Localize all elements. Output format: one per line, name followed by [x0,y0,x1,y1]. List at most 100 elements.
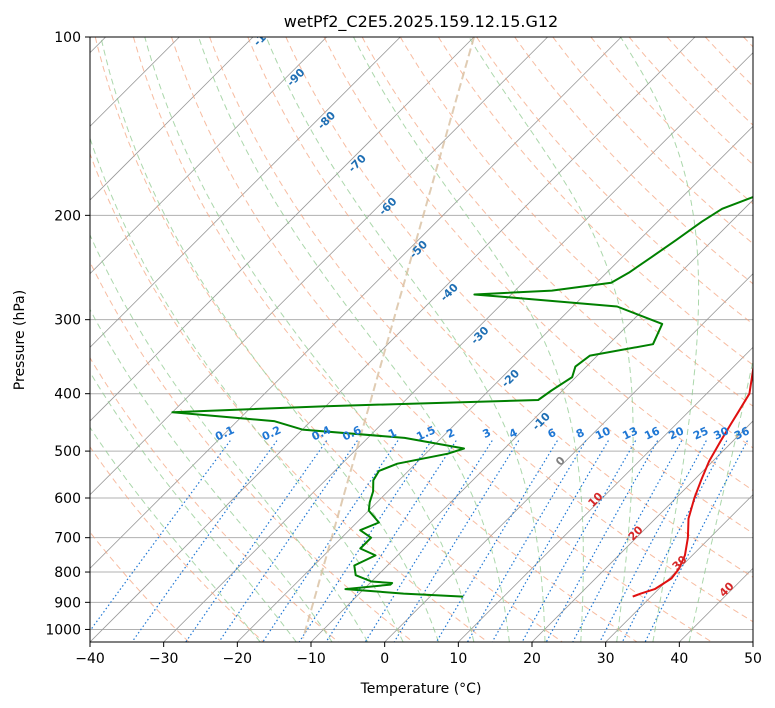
mixing-ratio-line [185,440,328,642]
isopleth-labels: 0.1 0.2 0.4 0.6 1 1.5 2 3 4 6 8 10 13 16 20 25 30 36-100-… [213,20,752,600]
isotherm-line [90,37,254,201]
isotherm-line [679,567,753,642]
moist-adiabat-line [688,358,753,642]
y-tick-label: 100 [54,30,81,46]
isotherm-line [531,420,753,642]
mixing-ratio-label: 2 [444,426,456,441]
dry-adiabat-line [90,531,190,642]
dry-adiabat-line [666,37,753,126]
mixing-ratio-line [572,440,683,642]
moist-adiabat-line [90,308,333,642]
sounding-profiles [171,196,753,598]
dry-adiabat-line [209,37,753,623]
y-tick-label: 300 [54,313,81,329]
moist-adiabat-line [198,37,510,642]
x-tick-label: 50 [744,651,762,667]
mixing-ratio-label: 4 [507,426,520,441]
y-axis-ticks: 100 200 300 400 500 600 700 800 900 1000 [45,30,90,638]
isotherm-line [90,37,401,348]
mixing-ratio-label: 3 [481,426,493,441]
dewpoint-profile [171,196,753,598]
mixing-ratio-line [621,440,728,642]
dry-adiabat-label: 40 [717,579,737,599]
moist-adiabat-line [90,371,297,642]
dry-adiabat-label: -70 [346,152,369,175]
dry-adiabat-line [247,37,753,578]
mixing-ratio-label: 0.6 [340,423,363,443]
moist-adiabat-line [90,136,404,642]
isotherm-line [90,37,327,275]
mixing-ratio-label: 1.5 [414,423,437,443]
dry-adiabat-line [552,37,753,245]
isotherm-line [90,37,622,569]
dry-adiabat-line [285,37,753,534]
dry-adiabat-label: -30 [468,324,491,347]
y-tick-label: 500 [54,444,81,460]
mixing-ratio-line [599,440,707,642]
mixing-ratio-line [90,440,231,632]
mixing-ratio-label: 10 [593,424,613,442]
dry-adiabat-line [90,446,264,642]
moist-adiabat-line [620,37,700,642]
mixing-ratio-label: 36 [732,424,752,442]
temperature-profile [632,363,753,598]
x-tick-label: 30 [597,651,615,667]
x-tick-label: 0 [380,651,389,667]
moist-adiabat-line [353,37,584,642]
dry-adiabat-line [590,37,753,205]
mixing-ratio-line [262,440,399,642]
chart-title: wetPf2_C2E5.2025.159.12.15.G12 [284,12,558,32]
isotherm-line [752,641,753,642]
isotherm-line [163,52,753,642]
isotherm-line [458,346,753,642]
mixing-ratio-label: 6 [546,426,559,441]
dry-adiabat-line [90,356,339,642]
dry-adiabat-label: 10 [586,490,606,510]
mixing-ratio-label: 8 [574,426,586,441]
moist-adiabat-line [90,233,369,642]
dry-adiabat-label: -20 [499,367,522,390]
dry-adiabat-line [171,37,712,642]
x-tick-label: −10 [296,651,326,667]
y-tick-label: 600 [54,491,81,507]
mixing-ratio-label: 0.4 [310,423,333,443]
moist-adiabat-line [100,37,439,642]
parcel-reference-curve [302,37,475,639]
isotherm-line [90,37,696,642]
moist-adiabat-line [144,37,475,642]
mixing-ratio-label: 0.1 [213,423,236,443]
dry-adiabat-line [743,37,753,48]
mixing-ratio-label: 1 [386,426,398,441]
dry-adiabat-line [514,37,753,285]
plot-frame [89,36,754,643]
x-tick-label: −20 [223,651,253,667]
dry-adiabat-line [399,37,753,407]
y-tick-label: 700 [54,531,81,547]
x-tick-label: 10 [449,651,467,667]
dry-adiabat-line [90,260,414,642]
mixing-ratio-line [435,440,558,642]
mixing-ratio-line [491,440,609,642]
y-tick-label: 800 [54,565,81,581]
isotherm-line [90,37,475,422]
dry-adiabat-line [704,37,753,87]
y-tick-label: 400 [54,387,81,403]
dry-adiabat-label: -40 [438,281,461,304]
background-grid [90,37,753,642]
dry-adiabat-label: -100 [251,20,280,49]
dry-adiabat-label: 20 [626,523,646,543]
x-tick-label: 20 [523,651,541,667]
mixing-ratio-line [131,440,278,642]
mixing-ratio-label: 0.2 [260,423,283,443]
mixing-ratio-label: 30 [712,424,732,442]
y-tick-label: 900 [54,595,81,611]
dry-adiabat-label: 30 [670,553,690,573]
x-tick-label: −30 [149,651,179,667]
x-tick-label: 40 [670,651,688,667]
mixing-ratio-label: 20 [667,424,687,442]
mixing-ratio-line [393,440,520,642]
dry-adiabat-line [437,37,753,366]
mixing-ratio-line [545,440,659,642]
x-tick-label: −40 [75,651,105,667]
